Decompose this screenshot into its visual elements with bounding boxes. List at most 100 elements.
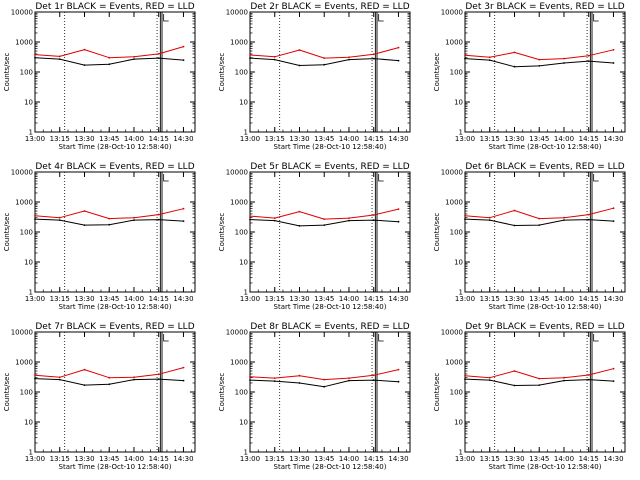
y-tick-label: 10 bbox=[239, 259, 248, 267]
lld-point bbox=[58, 55, 61, 58]
x-tick-label: 13:30 bbox=[289, 455, 309, 463]
events-point bbox=[323, 224, 326, 227]
lld-point bbox=[298, 210, 301, 213]
lld-point bbox=[464, 54, 466, 57]
y-tick-label: 1 bbox=[459, 289, 463, 297]
events-point bbox=[249, 379, 251, 381]
events-point bbox=[348, 58, 350, 61]
x-tick-label: 14:30 bbox=[388, 135, 408, 143]
chart-panel: Det 1r BLACK = Events, RED = LLD 1 10 100 10… bbox=[3, 2, 196, 151]
lld-point bbox=[323, 218, 326, 221]
events-point bbox=[488, 59, 491, 61]
x-tick-label: 14:15 bbox=[364, 295, 384, 303]
x-tick-label: 14:30 bbox=[388, 295, 408, 303]
y-tick-label: 100 bbox=[235, 69, 248, 77]
y-tick-label: 10000 bbox=[226, 329, 248, 337]
lld-point bbox=[612, 48, 615, 51]
events-point bbox=[83, 64, 86, 66]
lld-point bbox=[133, 216, 135, 219]
lld-point bbox=[587, 213, 590, 216]
state-bracket bbox=[163, 334, 169, 342]
lld-point bbox=[488, 56, 491, 59]
state-bracket bbox=[163, 174, 169, 182]
y-tick-label: 1000 bbox=[230, 199, 248, 207]
x-tick-label: 13:30 bbox=[504, 455, 524, 463]
x-tick-label: 14:15 bbox=[149, 455, 169, 463]
lld-point bbox=[348, 217, 350, 220]
y-tick-label: 1 bbox=[459, 449, 463, 457]
events-point bbox=[587, 378, 590, 381]
y-tick-label: 1000 bbox=[445, 199, 463, 207]
lld-point bbox=[513, 370, 516, 372]
x-tick-label: 13:45 bbox=[99, 455, 119, 463]
x-tick-label: 13:15 bbox=[480, 295, 500, 303]
y-tick-label: 100 bbox=[450, 69, 463, 77]
x-tick-label: 14:00 bbox=[124, 135, 144, 143]
lld-point bbox=[34, 374, 36, 377]
y-tick-label: 10000 bbox=[226, 9, 248, 17]
y-tick-label: 1000 bbox=[15, 39, 33, 47]
x-tick-label: 13:00 bbox=[455, 295, 475, 303]
x-axis-label: Start Time (28-Oct-10 12:58:40) bbox=[59, 143, 172, 151]
x-axis-label: Start Time (28-Oct-10 12:58:40) bbox=[59, 463, 172, 471]
events-point bbox=[323, 385, 326, 388]
x-tick-label: 13:15 bbox=[265, 295, 285, 303]
x-tick-label: 14:15 bbox=[579, 295, 599, 303]
y-tick-label: 1 bbox=[29, 449, 33, 457]
lld-point bbox=[397, 368, 400, 371]
x-axis-label: Start Time (28-Oct-10 12:58:40) bbox=[489, 303, 602, 311]
events-point bbox=[182, 379, 185, 382]
y-tick-label: 10 bbox=[24, 259, 33, 267]
x-tick-label: 13:00 bbox=[25, 135, 45, 143]
y-axis-label: Counts/sec bbox=[218, 373, 226, 412]
state-bracket bbox=[163, 14, 169, 22]
x-tick-label: 13:45 bbox=[529, 135, 549, 143]
events-point bbox=[612, 380, 615, 382]
events-point bbox=[538, 224, 541, 227]
y-tick-label: 10000 bbox=[441, 169, 463, 177]
chart-panel: Det 3r BLACK = Events, RED = LLD 1 10 100 10… bbox=[433, 2, 626, 151]
y-tick-label: 10000 bbox=[11, 9, 33, 17]
y-tick-label: 10 bbox=[454, 419, 463, 427]
x-tick-label: 13:15 bbox=[480, 455, 500, 463]
lld-point bbox=[298, 49, 301, 51]
lld-series-line bbox=[249, 208, 399, 220]
x-tick-label: 14:00 bbox=[554, 295, 574, 303]
y-tick-label: 100 bbox=[20, 69, 33, 77]
x-tick-label: 13:00 bbox=[240, 295, 260, 303]
lld-point bbox=[612, 367, 615, 370]
events-point bbox=[34, 377, 36, 380]
lld-point bbox=[538, 377, 541, 380]
lld-point bbox=[249, 215, 251, 218]
y-tick-label: 10000 bbox=[226, 169, 248, 177]
y-tick-label: 100 bbox=[235, 389, 248, 397]
events-point bbox=[249, 218, 251, 221]
events-point bbox=[157, 218, 160, 221]
chart-panel: Det 4r BLACK = Events, RED = LLD 1 10 100 10… bbox=[3, 162, 196, 311]
events-point bbox=[372, 379, 375, 381]
lld-point bbox=[538, 58, 541, 61]
lld-point bbox=[348, 56, 350, 59]
x-tick-label: 14:00 bbox=[124, 455, 144, 463]
y-tick-label: 100 bbox=[235, 229, 248, 237]
lld-point bbox=[108, 217, 111, 220]
events-point bbox=[587, 218, 590, 221]
lld-point bbox=[182, 366, 185, 369]
x-tick-label: 13:15 bbox=[50, 135, 70, 143]
x-tick-label: 13:30 bbox=[504, 135, 524, 143]
lld-series-line bbox=[464, 368, 614, 380]
x-tick-label: 13:15 bbox=[265, 135, 285, 143]
events-point bbox=[249, 57, 251, 59]
events-point bbox=[182, 220, 185, 223]
x-tick-label: 14:15 bbox=[579, 455, 599, 463]
events-point bbox=[58, 58, 61, 60]
y-tick-label: 1000 bbox=[445, 359, 463, 367]
x-tick-label: 13:30 bbox=[74, 295, 94, 303]
lld-point bbox=[133, 376, 135, 379]
lld-point bbox=[108, 376, 111, 379]
events-point bbox=[348, 219, 350, 222]
events-point bbox=[563, 379, 565, 382]
events-point bbox=[273, 219, 276, 222]
y-tick-label: 100 bbox=[450, 389, 463, 397]
